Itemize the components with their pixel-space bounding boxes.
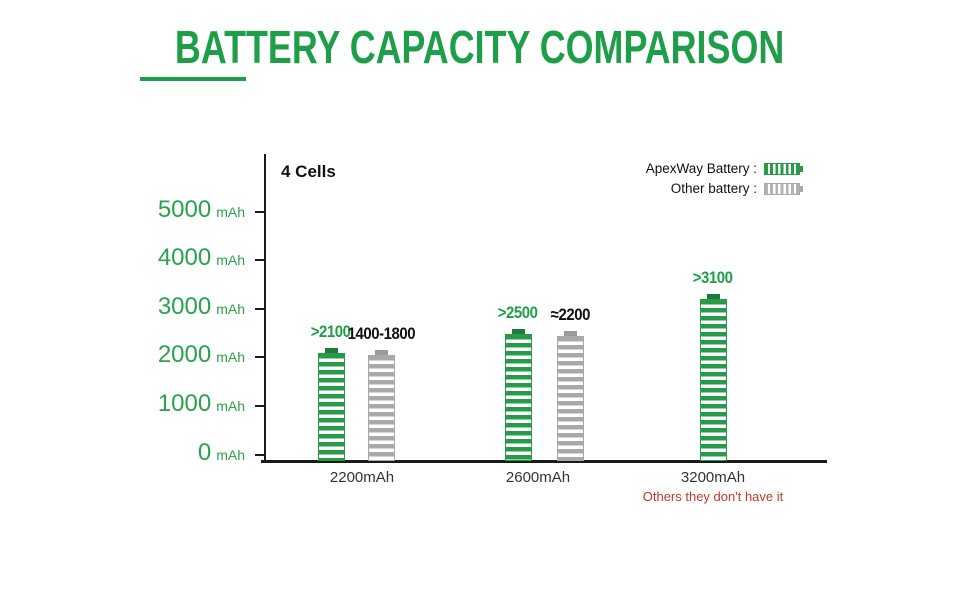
x-axis-line (261, 460, 827, 463)
y-axis-unit: mAh (216, 397, 245, 414)
y-axis-value: 5000 (157, 195, 212, 223)
cells-count-label: 4 Cells (281, 162, 336, 181)
green-battery-icon (764, 162, 803, 175)
battery-body (317, 352, 345, 461)
y-axis-line (264, 154, 266, 462)
y-axis-unit: mAh (216, 300, 245, 317)
y-axis-value: 3000 (157, 292, 212, 320)
battery-bar-apexway: >2100 (291, 322, 371, 461)
title-underline (140, 77, 246, 81)
y-axis-tick (255, 259, 264, 262)
battery-cap-icon (800, 165, 803, 172)
y-axis-tick (255, 307, 264, 310)
legend-label-other: Other battery : (670, 181, 757, 196)
y-axis-label: 1000 mAh (115, 390, 245, 418)
x-axis-label: 3200mAh (680, 469, 746, 486)
y-axis-unit: mAh (216, 252, 245, 269)
battery-body (556, 335, 584, 461)
battery-cap (706, 294, 720, 300)
y-axis-label: 0 mAh (115, 439, 245, 467)
battery-bar-other: ≈2200 (530, 305, 610, 461)
battery-cap (374, 350, 388, 356)
battery-body (367, 355, 395, 461)
page-title: BATTERY CAPACITY COMPARISON (175, 21, 785, 73)
y-axis-value: 0 (197, 438, 212, 466)
y-axis-label: 3000 mAh (115, 293, 245, 321)
gray-battery-icon (764, 182, 803, 195)
bar-value-label: ≈2200 (550, 304, 590, 324)
bar-value-label: 1400-1800 (347, 324, 415, 344)
competitor-note: Others they don't have it (642, 489, 784, 504)
y-axis-tick (255, 404, 264, 407)
battery-bar-apexway: >2500 (478, 302, 558, 461)
y-axis-value: 2000 (157, 341, 212, 369)
legend: ApexWay Battery : Other battery : (645, 161, 803, 196)
battery-cap (511, 328, 525, 334)
x-axis-label: 2200mAh (329, 469, 395, 486)
legend-label-apexway: ApexWay Battery : (645, 161, 757, 176)
legend-item-apexway: ApexWay Battery : (645, 161, 803, 176)
battery-body (504, 333, 532, 461)
y-axis-label: 2000 mAh (115, 341, 245, 369)
bar-value-label: >3100 (693, 268, 733, 288)
battery-cap-icon (800, 185, 803, 192)
y-axis-tick (255, 356, 264, 359)
battery-bar-apexway: >3100 (673, 268, 753, 461)
y-axis-unit: mAh (216, 203, 245, 220)
y-axis-tick (255, 210, 264, 213)
bar-value-label: >2100 (311, 321, 351, 341)
title-wrap: BATTERY CAPACITY COMPARISON (0, 20, 960, 74)
y-axis-unit: mAh (216, 349, 245, 366)
bar-value-label: >2500 (498, 302, 538, 322)
y-axis-value: 4000 (157, 244, 212, 272)
x-axis-label: 2600mAh (505, 469, 571, 486)
legend-item-other: Other battery : (670, 181, 803, 196)
y-axis-value: 1000 (157, 389, 212, 417)
y-axis-unit: mAh (216, 446, 245, 463)
battery-body (699, 299, 727, 461)
y-axis-label: 5000 mAh (115, 196, 245, 224)
battery-cap (563, 330, 577, 336)
y-axis-tick (255, 453, 264, 456)
battery-cap (324, 347, 338, 353)
battery-bar-other: 1400-1800 (341, 324, 421, 461)
y-axis-label: 4000 mAh (115, 244, 245, 272)
